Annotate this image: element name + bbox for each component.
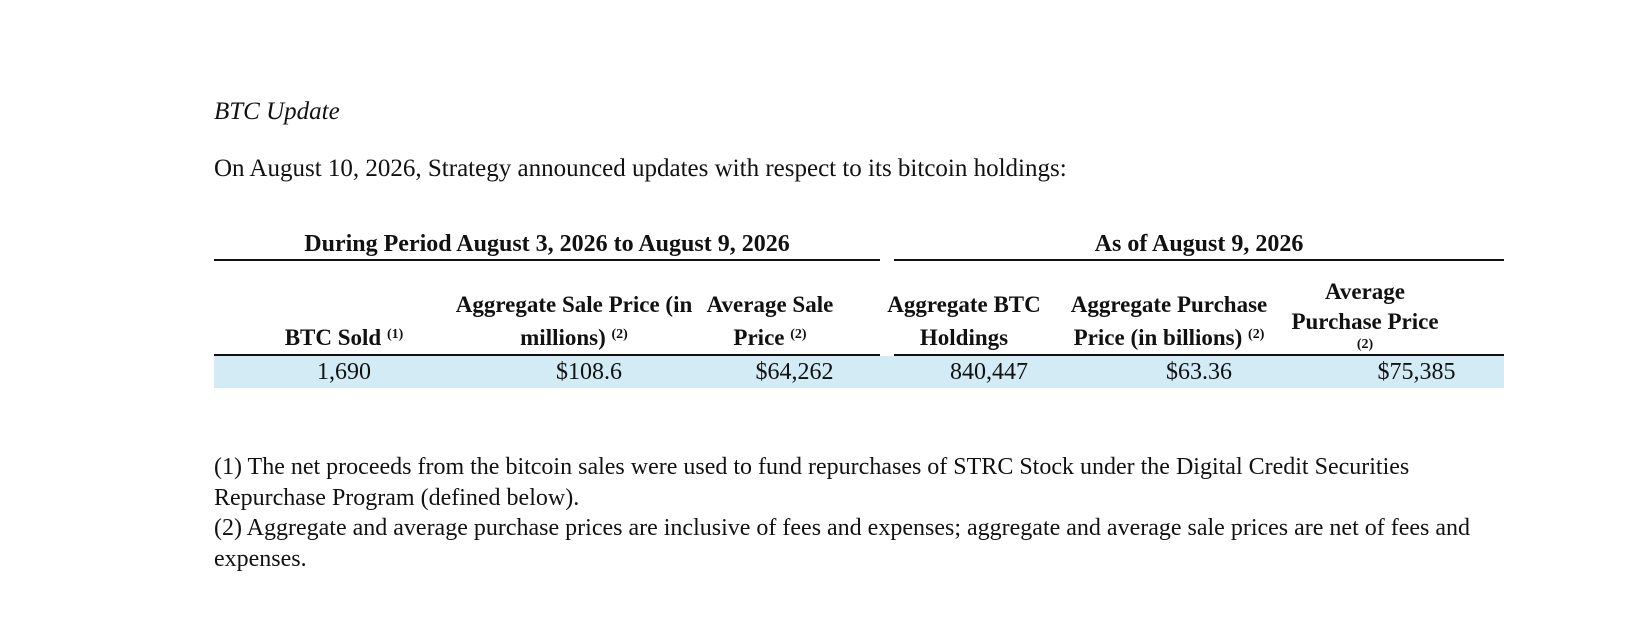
footnote-marker: (2) xyxy=(790,327,807,342)
table-row xyxy=(214,356,1504,388)
header-rule-left xyxy=(214,354,880,356)
col-header-label: Aggregate Purchase Price (in billions) xyxy=(1070,292,1268,350)
col-header-label: Aggregate Sale Price (in millions) xyxy=(455,292,693,350)
footnote-1: (1) The net proceeds from the bitcoin sa… xyxy=(214,454,1410,511)
cell-btc-sold: 1,690 xyxy=(317,359,371,385)
col-header-label: BTC Sold xyxy=(284,325,382,350)
col-header-average-purchase-price: Average Purchase Price (2) xyxy=(1280,263,1450,353)
col-header-aggregate-sale-price: Aggregate Sale Price (in millions) (2) xyxy=(454,263,694,353)
footnotes: (1) The net proceeds from the bitcoin sa… xyxy=(214,452,1504,574)
cell-aggregate-btc-holdings: 840,447 xyxy=(950,359,1028,385)
cell-average-sale-price: $64,262 xyxy=(755,359,834,385)
col-header-label: Average Sale Price xyxy=(706,292,834,350)
col-header-btc-sold: BTC Sold (1) xyxy=(214,263,474,353)
col-header-aggregate-btc-holdings: Aggregate BTC Holdings xyxy=(864,263,1064,353)
col-header-label: Aggregate BTC Holdings xyxy=(887,292,1041,350)
group-header-as-of: As of August 9, 2026 xyxy=(894,229,1504,261)
footnote-marker: (2) xyxy=(611,327,628,342)
footnote-2: (2) Aggregate and average purchase price… xyxy=(214,515,1471,572)
section-title: BTC Update xyxy=(214,98,340,125)
header-rule-right xyxy=(894,354,1504,356)
cell-aggregate-purchase-price: $63.36 xyxy=(1166,359,1232,385)
col-header-average-sale-price: Average Sale Price (2) xyxy=(690,263,850,353)
col-header-label: Average Purchase Price xyxy=(1291,279,1439,334)
cell-aggregate-sale-price: $108.6 xyxy=(556,359,622,385)
cell-average-purchase-price: $75,385 xyxy=(1377,359,1456,385)
footnote-marker: (1) xyxy=(386,327,404,342)
footnote-marker: (2) xyxy=(1248,327,1265,342)
footnote-marker: (2) xyxy=(1356,337,1374,352)
group-header-period: During Period August 3, 2026 to August 9… xyxy=(214,229,880,261)
intro-paragraph: On August 10, 2026, Strategy announced u… xyxy=(214,155,1067,182)
col-header-aggregate-purchase-price: Aggregate Purchase Price (in billions) (… xyxy=(1064,263,1274,353)
